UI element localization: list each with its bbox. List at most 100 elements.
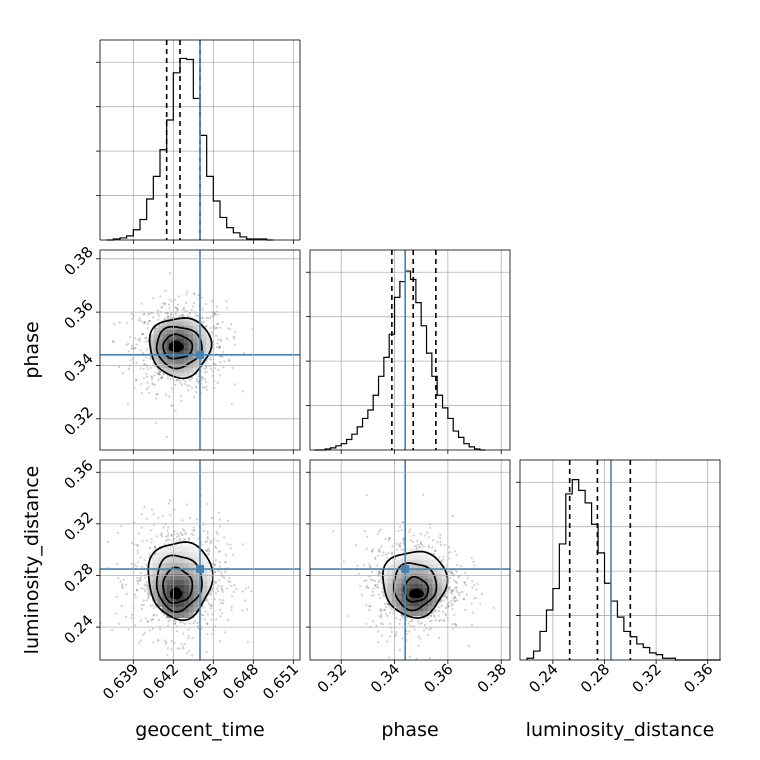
density-cell	[202, 573, 208, 580]
sample-point	[139, 579, 142, 582]
sample-point	[425, 531, 429, 534]
sample-point	[374, 556, 377, 559]
density-cell	[161, 607, 167, 613]
density-cell	[175, 612, 180, 619]
sample-point	[119, 580, 122, 583]
sample-point	[438, 602, 441, 605]
sample-point	[218, 525, 221, 528]
sample-point	[192, 622, 195, 625]
sample-point	[115, 595, 118, 599]
density-cell	[391, 569, 397, 574]
sample-point	[445, 596, 448, 600]
density-cell	[184, 562, 190, 569]
sample-point	[222, 350, 225, 353]
sample-point	[371, 590, 374, 593]
density-cell	[152, 595, 158, 602]
sample-point	[176, 303, 179, 306]
density-cell	[432, 569, 438, 574]
sample-point	[232, 335, 235, 338]
sample-point	[214, 571, 217, 574]
density-cell	[188, 355, 194, 360]
density-cell	[184, 612, 190, 619]
sample-point	[182, 314, 185, 318]
sample-point	[165, 641, 168, 644]
sample-point	[137, 532, 140, 535]
sample-point	[453, 622, 456, 625]
sample-point	[473, 564, 476, 567]
density-cell	[166, 359, 172, 364]
sample-point	[250, 590, 253, 593]
sample-point	[170, 534, 173, 537]
sample-point	[454, 596, 457, 599]
sample-point	[230, 595, 234, 598]
sample-point	[175, 307, 178, 310]
sample-point	[150, 538, 153, 541]
density-cell	[166, 562, 171, 569]
sample-point	[473, 597, 476, 600]
density-cell	[400, 597, 406, 603]
sample-point	[218, 346, 221, 349]
density-cell	[149, 342, 154, 347]
sample-point	[359, 585, 362, 588]
density-cell	[157, 557, 162, 563]
sample-point	[167, 303, 170, 306]
sample-point	[420, 542, 423, 545]
sample-point	[158, 373, 162, 376]
sample-point	[415, 546, 418, 549]
density-cell	[175, 321, 180, 326]
sample-point	[205, 650, 208, 654]
sample-point	[152, 524, 156, 527]
density-cell	[396, 587, 401, 593]
sample-point	[411, 541, 415, 544]
sample-point	[375, 586, 378, 589]
density-cell	[184, 363, 189, 369]
sample-point	[142, 603, 145, 607]
sample-point	[449, 570, 452, 573]
sample-point	[202, 321, 205, 324]
sample-point	[180, 533, 183, 536]
histogram-geocent_time	[106, 57, 274, 241]
sample-point	[136, 544, 139, 547]
density-cell	[428, 569, 433, 574]
sample-point	[373, 579, 376, 583]
sample-point	[448, 546, 451, 549]
density-cell	[414, 573, 420, 579]
sample-point	[377, 570, 380, 573]
sample-point	[374, 584, 377, 587]
sample-point	[174, 409, 177, 412]
sample-point	[444, 614, 447, 617]
sample-point	[220, 587, 223, 590]
sample-point	[167, 526, 170, 529]
sample-point	[133, 347, 136, 350]
density-cell	[441, 573, 447, 579]
sample-point	[149, 604, 152, 608]
sample-point	[437, 606, 441, 609]
density-cell	[382, 592, 388, 598]
sample-point	[158, 314, 161, 317]
sample-point	[160, 377, 163, 380]
contour-level-2	[392, 562, 438, 612]
sample-point	[176, 309, 179, 312]
sample-point	[221, 575, 224, 578]
panel-frame	[99, 39, 301, 241]
density-cell	[437, 587, 442, 593]
density-cell	[207, 590, 212, 596]
density-cell	[148, 579, 153, 585]
sample-point	[213, 598, 216, 601]
contour-level-1	[148, 317, 213, 380]
density-cell	[400, 592, 406, 598]
density-cell	[189, 607, 194, 613]
density-cell	[207, 562, 212, 569]
sample-point	[156, 393, 159, 396]
sample-point	[442, 599, 445, 602]
sample-point	[386, 602, 390, 606]
sample-point	[137, 319, 140, 322]
sample-point	[183, 529, 186, 532]
sample-point	[166, 538, 169, 541]
sample-point	[188, 312, 192, 315]
sample-point	[177, 308, 180, 311]
density-cell	[180, 359, 185, 364]
sample-point	[223, 576, 226, 579]
sample-point	[166, 534, 169, 538]
sample-point	[179, 395, 182, 398]
